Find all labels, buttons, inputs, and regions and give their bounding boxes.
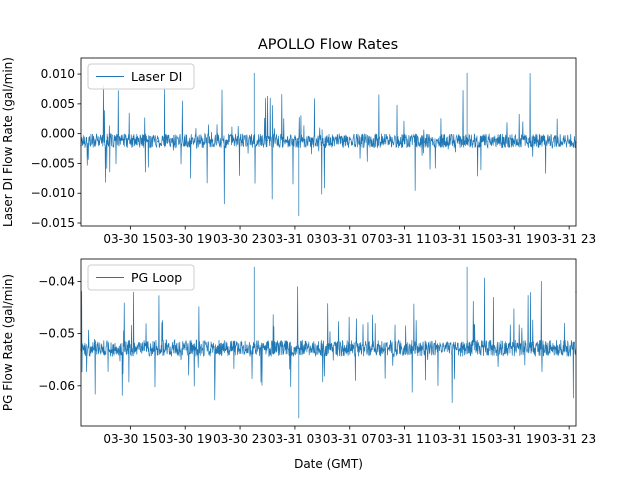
legend-label: PG Loop	[131, 270, 182, 285]
x-tick-label: 03-31 03	[268, 432, 322, 446]
x-tick-label: 03-31 23	[542, 232, 596, 246]
x-tick-label: 03-31 11	[378, 232, 432, 246]
series-trace	[81, 266, 576, 419]
data-point	[376, 140, 378, 142]
axes-frame	[80, 57, 577, 227]
x-tick-label: 03-31 07	[323, 432, 377, 446]
x-tick-label: 03-31 11	[378, 432, 432, 446]
data-point	[376, 347, 378, 349]
data-point	[431, 139, 433, 141]
data-point	[541, 140, 543, 142]
series-trace	[81, 72, 576, 216]
x-tick-label: 03-31 07	[323, 232, 377, 246]
x-tick-label: 03-31 23	[542, 432, 596, 446]
x-tick-label: 03-30 15	[103, 232, 157, 246]
x-tick-label: 03-30 19	[158, 232, 212, 246]
data-point	[157, 348, 159, 350]
laser-di-panel: 03-30 15 03-30 19 03-30 23 03-31 03 03-31 07…	[1, 57, 596, 246]
x-tick-label: 03-31 19	[487, 432, 541, 446]
x-tick-label: 03-30 23	[213, 432, 267, 446]
legend-box	[87, 264, 195, 291]
y-axis-label: PG Flow Rate (gal/min)	[1, 274, 15, 411]
y-axis-label: Laser DI Flow Rate (gal/min)	[1, 57, 15, 227]
x-tick-label: 03-31 19	[487, 232, 541, 246]
data-point	[266, 347, 269, 349]
axes-frame	[80, 258, 577, 427]
data-point	[212, 140, 214, 142]
data-point	[102, 347, 104, 349]
data-point	[266, 139, 269, 141]
pg-loop-panel: 03-30 15 03-30 19 03-30 23 03-31 03 03-31 07…	[1, 258, 596, 471]
figure-title: APOLLO Flow Rates	[258, 37, 398, 53]
y-tick-label: 0.000	[41, 127, 75, 141]
x-axis-label: Date (GMT)	[294, 457, 363, 471]
legend: Laser DI	[87, 63, 195, 90]
data-point	[486, 348, 488, 350]
data-point	[321, 141, 323, 143]
legend-box	[87, 63, 195, 90]
y-tick-label: −0.005	[31, 156, 75, 170]
x-tick-label: 03-31 15	[432, 232, 486, 246]
y-tick-label: −0.04	[38, 274, 75, 288]
data-point	[157, 140, 159, 142]
data-point	[486, 140, 488, 142]
y-tick-label: −0.05	[38, 327, 75, 341]
x-tick-label: 03-31 03	[268, 232, 322, 246]
data-point	[431, 347, 433, 349]
y-tick-label: −0.010	[31, 186, 75, 200]
legend: PG Loop	[87, 264, 195, 291]
y-tick-label: 0.010	[41, 67, 75, 81]
y-tick-label: 0.005	[41, 97, 75, 111]
data-point	[212, 347, 214, 349]
y-tick-label: −0.06	[38, 379, 75, 393]
data-point	[541, 347, 543, 349]
data-point	[102, 140, 104, 142]
x-tick-label: 03-30 15	[103, 432, 157, 446]
x-tick-label: 03-30 23	[213, 232, 267, 246]
legend-label: Laser DI	[131, 69, 182, 84]
data-point	[321, 348, 323, 350]
y-tick-label: −0.015	[31, 216, 75, 230]
x-tick-label: 03-31 15	[432, 432, 486, 446]
data-point	[122, 139, 125, 141]
x-tick-label: 03-30 19	[158, 432, 212, 446]
